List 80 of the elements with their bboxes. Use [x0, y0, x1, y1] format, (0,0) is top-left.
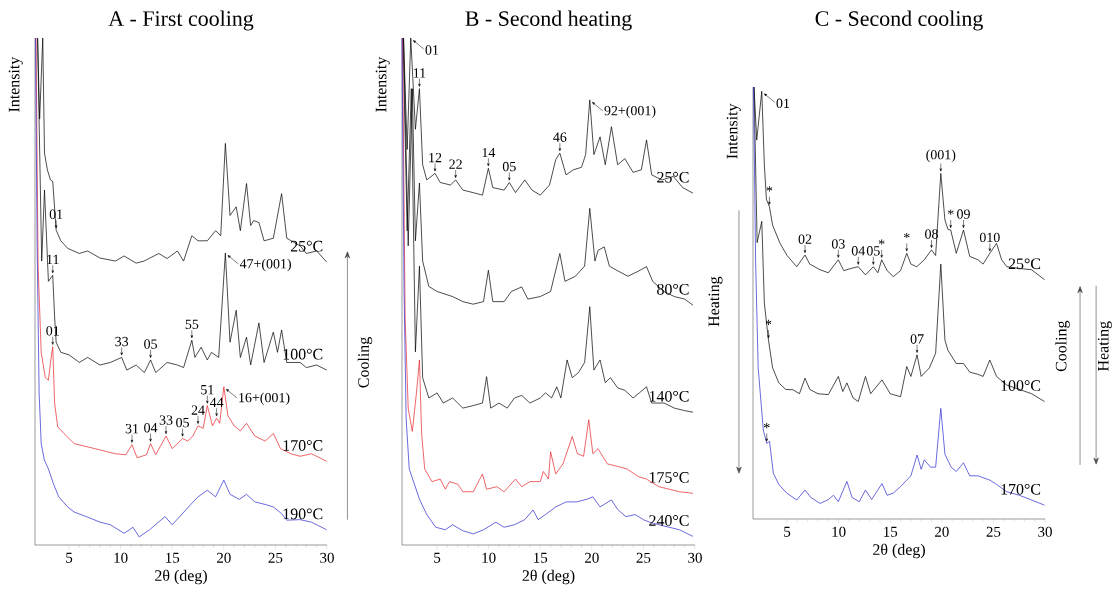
y-axis-title: Intensity — [8, 56, 23, 112]
annotation: 04 — [144, 422, 158, 433]
x-tick-label: 20 — [585, 552, 599, 563]
series-label: 140°C — [649, 390, 689, 402]
x-tick-label: 10 — [114, 552, 128, 563]
annotation: 01 — [776, 98, 790, 109]
annotation: * — [903, 232, 910, 239]
annotation: * — [947, 209, 954, 215]
y-axis-title: Intensity — [726, 103, 741, 159]
x-tick-label: 5 — [66, 552, 73, 563]
annotation: 02 — [798, 234, 812, 244]
annotation: 92+(001) — [604, 105, 656, 119]
annotation: 31 — [125, 424, 139, 434]
annotation: 22 — [449, 159, 462, 169]
y-axis-title: Intensity — [375, 56, 390, 112]
annotation: 05 — [144, 339, 157, 349]
text: Cooling — [1055, 320, 1070, 372]
text: Heating — [1097, 321, 1112, 371]
series-label: 190°C — [283, 508, 323, 520]
annotation: 46 — [553, 132, 567, 142]
series-label: 170°C — [283, 440, 323, 451]
x-tick-label: 5 — [784, 526, 791, 537]
annotation: 47+(001) — [239, 258, 291, 272]
x-axis-title: 2θ (deg) — [522, 569, 575, 585]
annotation: 51 — [201, 385, 214, 395]
series-label: 80°C — [657, 283, 689, 295]
annotation: 05 — [502, 161, 516, 172]
annotation: 09 — [957, 209, 970, 219]
chart-title: A - First cooling — [108, 10, 254, 31]
x-axis-title: 2θ (deg) — [155, 569, 207, 585]
annotation: 010 — [979, 232, 1000, 243]
x-tick-label: 25 — [636, 552, 651, 563]
annotation: 14 — [482, 147, 496, 158]
annotation: * — [765, 319, 772, 325]
series-label: 175°C — [649, 472, 689, 483]
x-tick-label: 15 — [884, 526, 898, 537]
text: Cooling — [357, 337, 373, 388]
annotation: 08 — [925, 229, 938, 239]
annotation: 03 — [831, 239, 845, 249]
series-label: 25°C — [657, 171, 689, 183]
annotation: 24 — [191, 405, 205, 415]
series-label: 100°C — [1001, 380, 1041, 391]
x-tick-label: 10 — [482, 552, 496, 563]
x-tick-label: 25 — [986, 526, 1001, 537]
x-tick-label: 15 — [534, 552, 548, 563]
annotation: * — [763, 423, 770, 429]
chart-title: C - Second cooling — [815, 10, 983, 31]
x-tick-label: 30 — [320, 552, 334, 563]
annotation: 11 — [413, 68, 426, 78]
annotation: 01 — [49, 209, 63, 219]
series-label: 25°C — [290, 240, 323, 252]
annotation: 33 — [159, 415, 173, 425]
text: Heating — [708, 276, 723, 327]
x-tick-label: 25 — [268, 552, 283, 563]
annotation: 01 — [425, 45, 439, 55]
annotation: 16+(001) — [239, 392, 290, 406]
annotation: 12 — [429, 152, 442, 163]
annotation: 44 — [209, 397, 224, 408]
series-label: 170°C — [1001, 483, 1041, 495]
annotation: 07 — [910, 334, 924, 344]
x-tick-label: 5 — [434, 552, 441, 563]
annotation: 55 — [185, 319, 199, 329]
annotation: 05 — [176, 417, 189, 428]
x-tick-label: 20 — [217, 552, 231, 563]
annotation: 05 — [866, 246, 880, 256]
chart-title: B - Second heating — [465, 10, 632, 31]
x-tick-label: 30 — [688, 552, 702, 563]
annotation: * — [766, 186, 773, 192]
annotation: (001) — [926, 149, 956, 163]
x-tick-label: 30 — [1038, 526, 1052, 537]
annotation: 33 — [115, 336, 129, 347]
annotation: 04 — [851, 246, 866, 256]
x-axis-title: 2θ (deg) — [873, 543, 925, 559]
x-tick-label: 20 — [935, 526, 949, 537]
series-label: 25°C — [1008, 258, 1041, 270]
x-tick-label: 10 — [832, 526, 846, 537]
series-label: 100°C — [283, 348, 323, 360]
x-tick-label: 15 — [166, 552, 180, 563]
annotation: * — [878, 239, 885, 245]
series-label: 240°C — [649, 515, 689, 526]
